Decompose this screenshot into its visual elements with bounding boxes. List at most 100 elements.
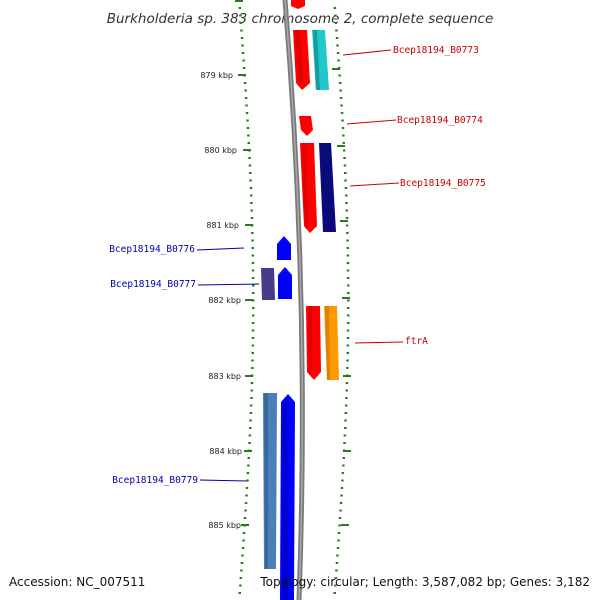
gene-label: Bcep18194_B0776 bbox=[109, 244, 195, 255]
scale-dot bbox=[333, 592, 336, 594]
gene-label: Bcep18194_B0774 bbox=[397, 115, 483, 126]
scale-dot bbox=[247, 142, 250, 144]
gene-arrow bbox=[283, 398, 288, 600]
scale-dot bbox=[252, 314, 255, 317]
scale-dot bbox=[240, 562, 244, 564]
scale-dot bbox=[246, 479, 249, 482]
gene-arrow bbox=[277, 236, 291, 260]
scale-dot bbox=[336, 44, 339, 47]
scale-dot bbox=[337, 59, 340, 62]
scale-dot bbox=[250, 217, 254, 219]
scale-dot bbox=[245, 494, 248, 497]
scale-dot bbox=[338, 517, 342, 519]
tick-label: 883 kbp bbox=[208, 372, 241, 381]
scale-dot bbox=[345, 209, 348, 212]
scale-dot bbox=[248, 164, 252, 167]
scale-dot bbox=[340, 494, 343, 497]
scale-dot bbox=[238, 7, 242, 9]
scale-dot bbox=[247, 457, 250, 459]
tick-label: 879 kbp bbox=[200, 71, 233, 80]
scale-dot bbox=[250, 202, 253, 204]
tick-label: 885 kbp bbox=[208, 521, 241, 530]
scale-dot bbox=[251, 322, 255, 324]
gene-label: ftrA bbox=[405, 336, 428, 347]
gene-labels: Bcep18194_B0773 Bcep18194_B0774 Bcep1819… bbox=[109, 45, 486, 486]
scale-dot bbox=[245, 104, 248, 107]
scale-dot bbox=[334, 14, 337, 17]
scale-dot bbox=[338, 524, 341, 527]
scale-dot bbox=[244, 89, 247, 92]
gene-arrow bbox=[264, 393, 268, 569]
scale-dot bbox=[334, 584, 337, 587]
scale-dot bbox=[251, 277, 255, 279]
genome-stats-text: Topology: circular; Length: 3,587,082 bp… bbox=[259, 575, 590, 589]
scale-dots bbox=[238, 7, 350, 594]
scale-dot bbox=[347, 292, 350, 294]
tick-labels: 879 kbp 880 kbp 881 kbp 882 kbp 883 kbp … bbox=[200, 71, 242, 530]
scale-dot bbox=[342, 457, 345, 459]
scale-dot bbox=[344, 172, 347, 174]
scale-dot bbox=[246, 119, 249, 122]
scale-dot bbox=[347, 314, 350, 317]
scale-dot bbox=[250, 382, 254, 384]
scale-dot bbox=[345, 194, 348, 197]
scale-dot bbox=[346, 359, 349, 362]
gene-arrow bbox=[291, 0, 305, 9]
scale-dot bbox=[247, 464, 250, 467]
scale-dot bbox=[346, 262, 350, 264]
scale-dot bbox=[343, 164, 347, 167]
scale-dot bbox=[243, 517, 247, 519]
scale-dot bbox=[249, 179, 252, 182]
scale-dot bbox=[335, 562, 339, 564]
scale-dot bbox=[251, 269, 255, 272]
scale-dot bbox=[246, 472, 250, 474]
scale-dot bbox=[240, 29, 243, 32]
scale-dot bbox=[345, 202, 348, 204]
gene-label: Bcep18194_B0779 bbox=[112, 475, 198, 486]
scale-dot bbox=[241, 554, 244, 557]
scale-dot bbox=[252, 299, 255, 302]
scale-dot bbox=[342, 464, 345, 467]
scale-dot bbox=[242, 59, 245, 62]
scale-dot bbox=[249, 419, 252, 422]
scale-dot bbox=[249, 412, 253, 414]
tick-label: 884 kbp bbox=[209, 447, 242, 456]
scale-dot bbox=[339, 502, 343, 504]
scale-dot bbox=[250, 397, 253, 399]
scale-dot bbox=[252, 307, 255, 309]
scale-dot bbox=[247, 134, 250, 137]
gene-arrow bbox=[299, 116, 313, 136]
scale-dot bbox=[341, 127, 345, 129]
scale-dot bbox=[334, 577, 338, 579]
scale-dot bbox=[342, 142, 345, 144]
scale-dot bbox=[241, 547, 245, 549]
scale-dot bbox=[244, 502, 248, 504]
scale-dot bbox=[251, 262, 255, 264]
scale-dot bbox=[246, 127, 250, 129]
scale-dot bbox=[249, 404, 253, 407]
scale-dot bbox=[242, 539, 245, 542]
scale-dot bbox=[251, 232, 254, 234]
scale-dot bbox=[335, 569, 338, 572]
scale-dot bbox=[251, 329, 255, 332]
scale-dot bbox=[250, 194, 253, 197]
scale-dot bbox=[346, 254, 350, 257]
scale-dot bbox=[345, 224, 349, 227]
scale-dot bbox=[344, 187, 348, 189]
scale-dot bbox=[341, 472, 345, 474]
scale-dot bbox=[241, 52, 245, 54]
gene-label: Bcep18194_B0775 bbox=[400, 178, 486, 189]
scale-dot bbox=[250, 209, 253, 212]
scale-dot bbox=[338, 74, 341, 77]
label-connectors bbox=[196, 49, 404, 482]
scale-dot bbox=[335, 29, 338, 32]
scale-dot bbox=[345, 382, 349, 384]
scale-dot bbox=[251, 239, 254, 242]
scale-dot bbox=[345, 217, 349, 219]
tick-label: 882 kbp bbox=[208, 296, 241, 305]
scale-dot bbox=[346, 337, 350, 339]
scale-dot bbox=[340, 104, 343, 107]
scale-dot bbox=[240, 569, 243, 572]
scale-dot bbox=[252, 292, 255, 294]
